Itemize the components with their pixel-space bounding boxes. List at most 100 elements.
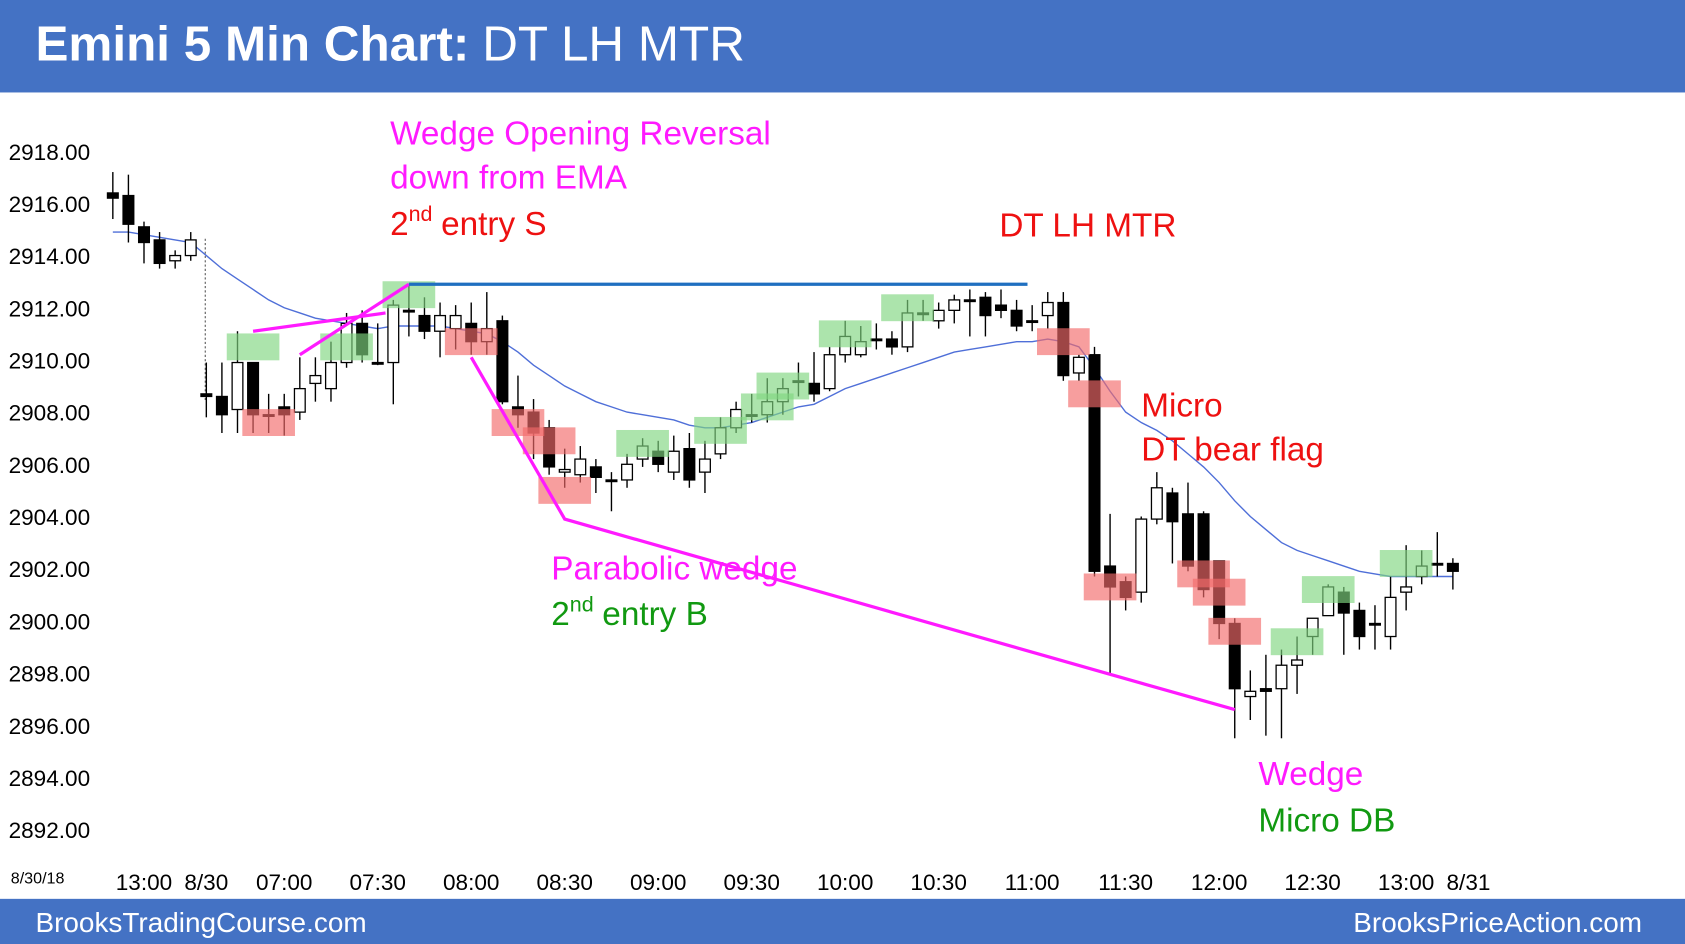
y-tick-label: 2914.00 <box>9 244 91 269</box>
candle-body <box>994 304 1008 311</box>
candle-body <box>418 314 431 332</box>
x-tick-label: 13:00 <box>1378 870 1434 895</box>
y-tick-label: 2912.00 <box>9 296 91 321</box>
candle-body <box>963 299 976 303</box>
candle-body <box>1181 513 1195 567</box>
x-tick-label: 12:00 <box>1191 870 1247 895</box>
candle-body <box>605 479 618 483</box>
candle-body <box>1026 320 1039 324</box>
sell-signal-box <box>1083 573 1137 601</box>
candle-body <box>558 468 571 473</box>
candle-body <box>137 226 151 244</box>
sell-signal-box <box>1208 617 1262 645</box>
candle-body <box>200 393 213 398</box>
annotation: Wedge <box>1258 756 1363 793</box>
buy-signal-box <box>226 333 280 361</box>
x-tick-label: 08:00 <box>443 870 499 895</box>
candle-body <box>1150 487 1163 520</box>
candle-body <box>574 458 587 476</box>
candle-body <box>1088 354 1101 572</box>
candle-body <box>870 338 883 342</box>
annotation: Micro DB <box>1258 802 1395 839</box>
candle-body <box>309 374 322 385</box>
candle-body <box>823 354 836 390</box>
candle-body <box>387 304 400 364</box>
buy-signal-box <box>616 429 669 457</box>
sell-signal-box <box>1192 578 1246 606</box>
title-rest: DT LH MTR <box>482 16 745 71</box>
candle-body <box>1446 562 1459 572</box>
trend-line <box>298 282 410 357</box>
y-tick-label: 2902.00 <box>9 557 91 582</box>
candle-body <box>1291 659 1304 666</box>
x-tick-label: 8/31 <box>1447 870 1491 895</box>
footer-left: BrooksTradingCourse.com <box>35 907 366 938</box>
footer-right: BrooksPriceAction.com <box>1353 907 1642 938</box>
annotation: Parabolic wedge <box>551 551 797 588</box>
candle-body <box>1041 301 1054 317</box>
footer-bar <box>0 898 1685 944</box>
sell-signal-box <box>242 409 295 436</box>
annotation-part: entry B <box>602 596 708 633</box>
buy-signal-box <box>320 333 373 361</box>
header-bar <box>0 0 1685 93</box>
trend-line <box>252 311 386 333</box>
sell-signal-box <box>522 427 576 455</box>
candle-body <box>184 239 197 257</box>
date-label: 8/30/18 <box>11 870 65 888</box>
x-tick-label: 07:30 <box>350 870 406 895</box>
candle-body <box>1072 356 1085 374</box>
candle-body <box>683 447 696 481</box>
annotation-part: 2 <box>551 596 570 633</box>
y-tick-label: 2904.00 <box>9 505 91 530</box>
annotation: Micro <box>1141 387 1222 424</box>
candle-body <box>434 314 447 332</box>
y-tick-label: 2898.00 <box>9 662 91 687</box>
sell-signal-box <box>1068 380 1121 408</box>
annotation: DT bear flag <box>1141 431 1324 468</box>
x-tick-label: 09:00 <box>630 870 686 895</box>
x-tick-label: 10:30 <box>910 870 966 895</box>
candle-body <box>698 458 711 473</box>
buy-signal-box <box>1301 576 1355 603</box>
candle-body <box>589 466 602 478</box>
buy-signal-box <box>1379 550 1433 577</box>
candle-body <box>215 395 228 416</box>
candle-body <box>1244 690 1257 698</box>
annotation-sup: nd <box>570 592 594 616</box>
candle-body <box>169 254 182 262</box>
candle-body <box>293 387 306 413</box>
annotation-part: entry S <box>441 206 547 243</box>
x-tick-label: 12:30 <box>1284 870 1340 895</box>
buy-signal-box <box>818 320 872 348</box>
annotation: down from EMA <box>390 159 628 196</box>
sell-signal-box <box>444 328 498 356</box>
page-title: Emini 5 Min Chart: DT LH MTR <box>35 16 744 71</box>
title-bold: Emini 5 Min Chart: <box>35 16 469 71</box>
sell-signal-box <box>1037 328 1090 356</box>
candle-body <box>808 382 821 395</box>
candle-body <box>371 361 384 365</box>
y-tick-label: 2892.00 <box>9 818 91 843</box>
candle-body <box>932 309 945 322</box>
annotation-part: 2 <box>390 206 409 243</box>
candle-body <box>1010 309 1023 327</box>
x-tick-label: 07:00 <box>256 870 312 895</box>
y-tick-label: 2916.00 <box>9 192 91 217</box>
y-tick-label: 2900.00 <box>9 609 91 634</box>
candle-body <box>667 450 680 473</box>
x-tick-label: 09:30 <box>723 870 779 895</box>
candle-body <box>496 320 509 403</box>
candle-body <box>1368 622 1381 626</box>
annotation: 2nd entry B <box>551 592 708 633</box>
candle-body <box>621 463 634 481</box>
buy-signal-box <box>756 372 810 400</box>
candle-body <box>1135 518 1148 593</box>
buy-signal-box <box>881 294 934 322</box>
y-tick-label: 2910.00 <box>9 349 91 374</box>
candle-body <box>106 192 119 199</box>
candle-body <box>402 309 415 313</box>
buy-signal-box <box>694 416 747 444</box>
x-tick-label: 13:00 <box>116 870 172 895</box>
